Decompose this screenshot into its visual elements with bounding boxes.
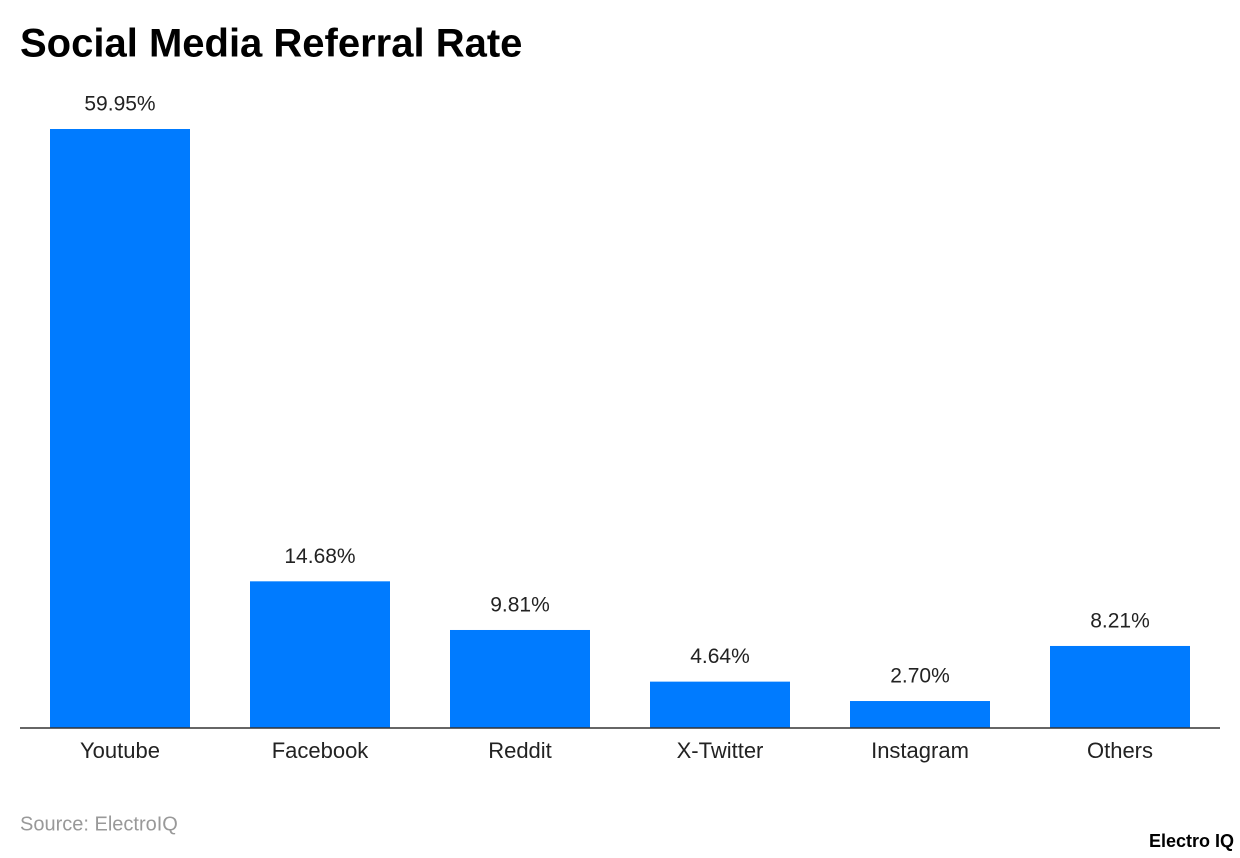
bar xyxy=(650,681,790,728)
x-tick-label: X-Twitter xyxy=(677,738,764,763)
value-label: 8.21% xyxy=(1090,610,1150,633)
x-tick-label: Reddit xyxy=(488,738,552,763)
value-label: 4.64% xyxy=(690,645,750,668)
value-label: 14.68% xyxy=(284,545,355,568)
source: Source: ElectroIQ xyxy=(20,813,178,835)
x-tick-label: Others xyxy=(1087,738,1153,763)
bar xyxy=(1050,645,1190,728)
bar xyxy=(450,629,590,728)
brand: Electro IQ xyxy=(1149,831,1234,851)
value-label: 2.70% xyxy=(890,665,950,688)
x-tick-label: Instagram xyxy=(871,738,969,763)
bar xyxy=(850,701,990,728)
value-label: 9.81% xyxy=(490,594,550,617)
x-tick-label: Facebook xyxy=(272,738,370,763)
x-tick-label: Youtube xyxy=(80,738,160,763)
value-label: 59.95% xyxy=(84,93,155,116)
bar xyxy=(50,128,190,729)
chart-title: Social Media Referral Rate xyxy=(20,22,522,66)
bar xyxy=(250,581,390,728)
